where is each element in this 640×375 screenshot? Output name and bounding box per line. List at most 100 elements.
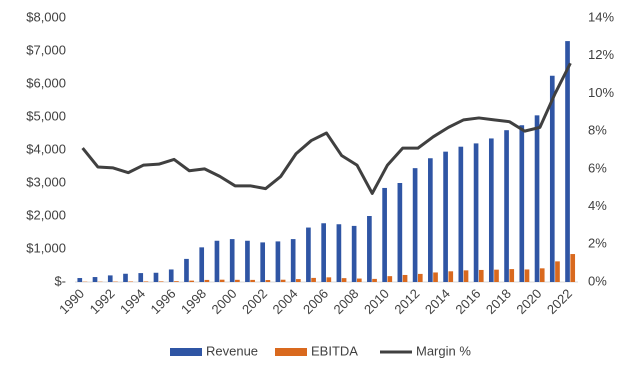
- bar: [341, 278, 347, 282]
- bar: [219, 279, 225, 282]
- bar: [77, 278, 83, 282]
- bar: [199, 247, 205, 282]
- bar: [412, 168, 418, 282]
- bar: [260, 242, 266, 282]
- x-tick-label: 2016: [452, 286, 483, 317]
- bar: [311, 277, 316, 282]
- y-tick-label: $2,000: [26, 207, 66, 222]
- y-tick-label: $4,000: [26, 141, 66, 156]
- bar: [519, 125, 525, 282]
- bar: [488, 138, 494, 282]
- y2-tick-label: 12%: [588, 47, 614, 62]
- bar: [204, 279, 210, 282]
- y-tick-label: $3,000: [26, 174, 66, 189]
- bar: [504, 130, 509, 282]
- legend-swatch: [275, 348, 307, 356]
- bar: [494, 269, 499, 282]
- bar: [351, 225, 357, 282]
- legend-label: Margin %: [416, 343, 471, 358]
- bar: [555, 261, 560, 282]
- bar: [402, 274, 408, 282]
- bar: [458, 146, 464, 282]
- bar: [92, 277, 98, 282]
- y2-tick-label: 6%: [588, 160, 607, 175]
- y2-tick-label: 2%: [588, 236, 607, 251]
- legend-swatch: [170, 348, 202, 356]
- bar: [143, 281, 149, 282]
- x-tick-label: 2012: [391, 286, 422, 317]
- bar: [107, 275, 113, 282]
- y-tick-label: $6,000: [26, 75, 66, 90]
- y-tick-label: $5,000: [26, 108, 66, 123]
- bar: [321, 223, 326, 282]
- x-tick-label: 2002: [239, 286, 270, 317]
- bar: [387, 276, 393, 282]
- bar: [290, 239, 296, 282]
- bar: [509, 269, 515, 282]
- x-tick-label: 1996: [148, 286, 179, 317]
- bar: [214, 240, 220, 282]
- y2-tick-label: 8%: [588, 123, 607, 138]
- bar: [265, 280, 271, 282]
- line: [81, 62, 572, 195]
- legend-label: Revenue: [206, 343, 258, 358]
- bar: [417, 273, 423, 282]
- bar: [245, 240, 250, 282]
- bar: [326, 277, 332, 282]
- bar: [138, 273, 144, 282]
- bar: [478, 269, 484, 282]
- bar: [524, 269, 530, 282]
- bar: [372, 278, 377, 282]
- bar: [443, 151, 448, 282]
- bar: [174, 281, 179, 282]
- bar: [570, 254, 576, 282]
- bar: [539, 268, 545, 282]
- x-tick-label: 1998: [178, 286, 209, 317]
- x-tick-label: 2000: [209, 286, 240, 317]
- bar: [184, 258, 189, 282]
- bar: [306, 227, 311, 282]
- x-tick-label: 1994: [117, 286, 148, 317]
- y2-tick-label: 0%: [588, 273, 607, 288]
- x-tick-label: 2020: [513, 286, 544, 317]
- x-tick-label: 1990: [56, 286, 87, 317]
- x-tick-label: 2006: [300, 286, 331, 317]
- bar: [250, 279, 255, 282]
- bar: [280, 279, 286, 282]
- bar: [123, 273, 128, 282]
- bar: [382, 187, 387, 282]
- bar: [534, 115, 540, 282]
- bar: [168, 269, 174, 282]
- x-tick-label: 2008: [330, 286, 361, 317]
- bar: [433, 272, 438, 282]
- bar: [153, 272, 159, 282]
- bar: [235, 279, 240, 282]
- y2-tick-label: 4%: [588, 198, 607, 213]
- y-tick-label: $7,000: [26, 42, 66, 57]
- x-tick-label: 2022: [544, 286, 575, 317]
- bar: [397, 183, 403, 282]
- bar: [549, 75, 555, 282]
- x-tick-label: 1992: [87, 286, 118, 317]
- legend-label: EBITDA: [311, 343, 358, 358]
- x-tick-label: 2018: [483, 286, 514, 317]
- x-tick-label: 2010: [361, 286, 392, 317]
- bar: [473, 143, 479, 282]
- bar: [229, 239, 235, 282]
- bar: [336, 224, 342, 282]
- x-tick-label: 2004: [270, 286, 301, 317]
- bar: [367, 216, 372, 282]
- y-tick-label: $1,000: [26, 240, 66, 255]
- y2-tick-label: 10%: [588, 85, 614, 100]
- bar: [448, 271, 454, 282]
- y2-tick-label: 14%: [588, 9, 614, 24]
- bar: [463, 270, 469, 282]
- y-tick-label: $-: [54, 273, 66, 288]
- bar: [428, 158, 433, 282]
- bar: [565, 41, 570, 282]
- bar: [158, 281, 164, 282]
- y-tick-label: $8,000: [26, 9, 66, 24]
- x-tick-label: 2014: [422, 286, 453, 317]
- bar: [356, 278, 362, 282]
